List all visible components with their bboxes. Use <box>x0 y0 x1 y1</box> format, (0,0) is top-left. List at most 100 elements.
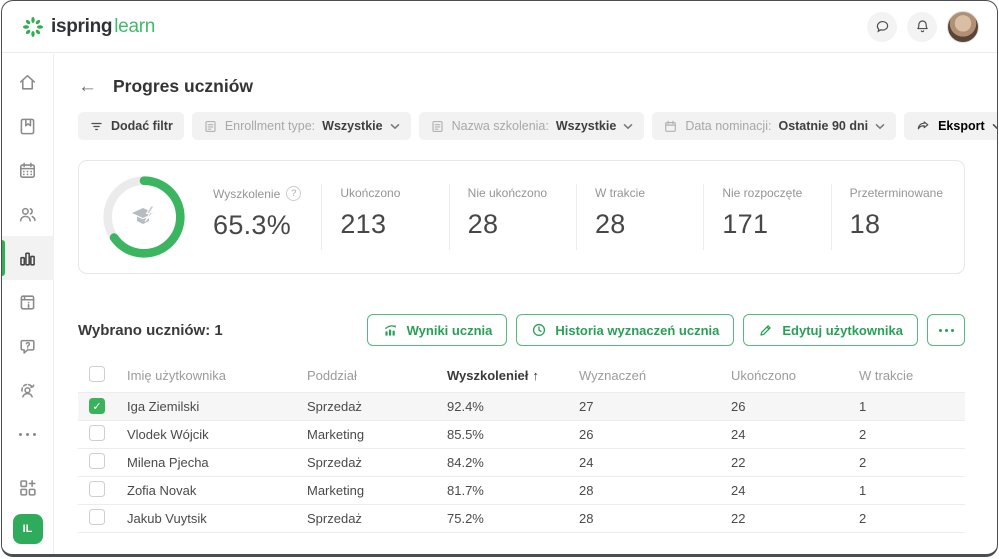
row-checkbox[interactable] <box>89 508 105 525</box>
stat-trained: Wyszkolenie? 65.3% <box>213 184 321 250</box>
table-row[interactable]: Milena Pjecha Sprzedaż 84.2% 24 22 2 <box>78 447 965 476</box>
filter-chip-enrollment-type[interactable]: Enrollment type: Wszystkie <box>191 112 411 140</box>
sort-arrow-icon: ↑ <box>532 368 539 384</box>
support-headset-icon <box>21 383 35 398</box>
stat-overdue: Przeterminowane 18 <box>830 184 958 250</box>
calendar-icon <box>19 162 36 178</box>
stat-not-completed: Nie ukończono 28 <box>448 184 576 250</box>
home-icon <box>19 74 36 90</box>
sidebar-item-courses[interactable] <box>2 104 54 148</box>
cell-trained: 81.7% <box>436 475 568 504</box>
main-content: ← Progres uczniów Dodać filtr Enrollment… <box>54 53 997 554</box>
cell-trained: 92.4% <box>436 391 568 420</box>
column-header-in-progress[interactable]: W trakcie <box>859 368 914 384</box>
chat-button[interactable] <box>867 11 897 42</box>
sidebar-item-feedback[interactable] <box>2 324 54 368</box>
chevron-down-icon <box>624 123 633 129</box>
help-icon[interactable]: ? <box>286 186 302 201</box>
student-results-button[interactable]: Wyniki ucznia <box>366 314 508 346</box>
cell-dept: Sprzedaż <box>296 391 436 420</box>
stat-in-progress: W trakcie 28 <box>575 184 703 250</box>
column-header-dept[interactable]: Poddział <box>307 368 357 384</box>
cell-in-progress: 2 <box>848 419 965 448</box>
bar-chart-icon <box>20 251 35 266</box>
column-header-name[interactable]: Imię użytkownika <box>127 368 226 384</box>
cell-dept: Marketing <box>296 475 436 504</box>
column-header-trained[interactable]: Wyszkolenieł ↑ <box>447 368 539 384</box>
ellipsis-icon <box>19 432 36 436</box>
cell-assigned: 26 <box>568 419 720 448</box>
ellipsis-icon <box>938 328 954 332</box>
table-row[interactable]: Jakub Vuytsik Sprzedaż 75.2% 28 22 2 <box>78 503 965 533</box>
stat-value: 213 <box>340 209 387 239</box>
sidebar-item-calendar[interactable] <box>2 148 54 192</box>
cell-dept: Marketing <box>296 419 436 448</box>
column-header-completed[interactable]: Ukończono <box>731 368 797 384</box>
stat-value: 28 <box>594 209 626 239</box>
row-checkbox[interactable] <box>89 480 105 497</box>
sidebar-item-apps[interactable] <box>2 470 54 504</box>
select-all-checkbox[interactable] <box>89 366 105 383</box>
chevron-down-icon <box>992 123 997 129</box>
archive-info-icon <box>20 294 35 310</box>
sidebar-item-home[interactable] <box>2 60 54 104</box>
cell-assigned: 28 <box>568 475 720 504</box>
chevron-down-icon <box>875 123 885 129</box>
column-header-assigned[interactable]: Wyznaczeń <box>579 368 647 384</box>
cell-trained: 84.2% <box>436 447 568 476</box>
filter-chip-assignment-date[interactable]: Data nominacji: Ostatnie 90 dni <box>652 112 897 140</box>
ispring-logo-icon <box>23 16 43 37</box>
user-avatar[interactable] <box>947 10 979 43</box>
cell-name: Vlodek Wójcik <box>116 419 296 448</box>
workspace-badge[interactable]: IL <box>12 514 43 544</box>
form-icon <box>431 120 443 132</box>
table-row[interactable]: Vlodek Wójcik Marketing 85.5% 26 24 2 <box>78 419 965 448</box>
cell-dept: Sprzedaż <box>296 503 436 533</box>
stat-completed: Ukończono 213 <box>321 184 448 250</box>
table-row[interactable]: Zofia Novak Marketing 81.7% 28 24 1 <box>78 475 965 504</box>
stat-value: 18 <box>849 209 881 239</box>
row-checkbox[interactable] <box>89 424 105 441</box>
chat-icon <box>876 20 888 33</box>
sidebar-item-archive[interactable] <box>2 280 54 324</box>
share-export-icon <box>917 121 929 130</box>
selection-toolbar: Wybrano uczniów: 1 Wyniki ucznia Histori… <box>78 314 965 346</box>
filter-bar: Dodać filtr Enrollment type: Wszystkie N… <box>78 112 997 140</box>
cell-completed: 22 <box>720 503 848 533</box>
chevron-down-icon <box>390 123 399 129</box>
more-row-actions-button[interactable] <box>927 314 965 346</box>
clock-icon <box>533 323 546 337</box>
cell-in-progress: 2 <box>848 503 965 533</box>
cell-name: Iga Ziemilski <box>116 391 296 420</box>
table-row[interactable]: Iga Ziemilski Sprzedaż 92.4% 27 26 1 <box>78 391 965 420</box>
cell-assigned: 28 <box>568 503 720 533</box>
row-checkbox[interactable] <box>89 452 105 469</box>
assignment-history-button[interactable]: Historia wyznaczeń ucznia <box>516 314 735 346</box>
summary-card: Wyszkolenie? 65.3% Ukończono 213 Nie uko… <box>78 160 965 274</box>
cell-completed: 22 <box>720 447 848 476</box>
cell-in-progress: 1 <box>848 391 965 420</box>
question-bubble-icon <box>20 339 35 354</box>
stat-value: 65.3% <box>213 210 292 240</box>
sidebar-item-more[interactable] <box>2 412 54 456</box>
users-icon <box>19 207 36 222</box>
cell-dept: Sprzedaż <box>296 447 436 476</box>
results-chart-icon <box>384 324 396 336</box>
export-button[interactable]: Eksport <box>904 112 997 140</box>
filter-chip-training-name[interactable]: Nazwa szkolenia: Wszystkie <box>418 112 645 140</box>
sidebar: IL <box>2 54 54 554</box>
cell-name: Zofia Novak <box>116 475 296 504</box>
back-button[interactable]: ← <box>78 75 97 97</box>
add-filter-button[interactable]: Dodać filtr <box>78 112 184 140</box>
notifications-button[interactable] <box>907 11 937 42</box>
sidebar-item-users[interactable] <box>2 192 54 236</box>
cell-completed: 26 <box>720 391 848 420</box>
cell-name: Milena Pjecha <box>116 447 296 476</box>
form-icon <box>205 120 216 132</box>
row-checkbox[interactable] <box>89 398 105 415</box>
sidebar-item-support[interactable] <box>2 368 54 412</box>
sidebar-item-reports[interactable] <box>2 236 54 280</box>
edit-user-button[interactable]: Edytuj użytkownika <box>743 314 918 346</box>
brand-logo[interactable]: ispring learn <box>22 16 155 38</box>
